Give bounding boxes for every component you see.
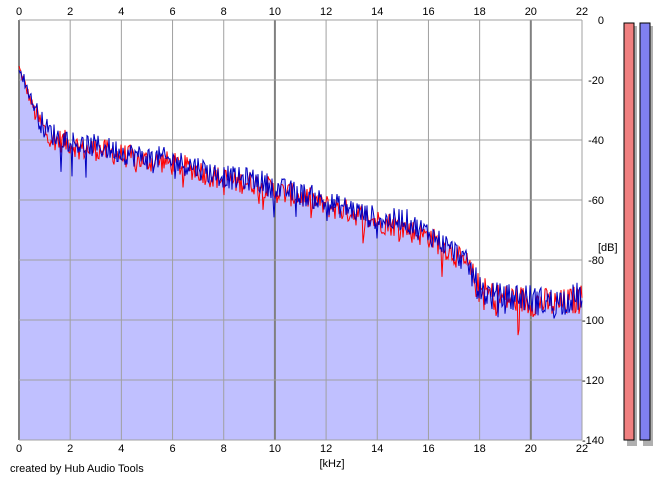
- x-tick-label-top: 2: [67, 6, 73, 18]
- y-tick-labels: 0 -20 -40 -60 -80 -100 -120 -140: [582, 15, 604, 447]
- level-meter-right: [639, 22, 651, 441]
- y-tick-label: -140: [582, 435, 604, 447]
- y-tick-label: -80: [588, 255, 604, 267]
- y-tick-label: -20: [588, 75, 604, 87]
- series-lines: [18, 65, 583, 336]
- x-tick-label-bottom: 20: [525, 443, 537, 455]
- x-tick-label-top: 6: [169, 6, 175, 18]
- y-tick-label: 0: [598, 15, 604, 27]
- x-tick-label-top: 10: [269, 6, 281, 18]
- x-tick-labels-bottom: 0 2 4 6 8 10 12 14 16 18 20 22: [16, 443, 588, 455]
- x-tick-label-bottom: 6: [169, 443, 175, 455]
- x-tick-label-top: 22: [576, 6, 588, 18]
- x-tick-label-bottom: 2: [67, 443, 73, 455]
- series-blue-line: [18, 70, 583, 319]
- x-tick-label-top: 4: [118, 6, 124, 18]
- x-tick-label-top: 16: [422, 6, 434, 18]
- x-tick-label-bottom: 14: [371, 443, 383, 455]
- credit-text: created by Hub Audio Tools: [10, 463, 144, 475]
- x-tick-label-bottom: 22: [576, 443, 588, 455]
- level-meters: [623, 22, 653, 446]
- x-tick-label-bottom: 4: [118, 443, 124, 455]
- grid-lines: [18, 19, 583, 441]
- x-tick-label-top: 14: [371, 6, 383, 18]
- x-tick-label-top: 20: [525, 6, 537, 18]
- x-tick-label-top: 18: [474, 6, 486, 18]
- x-tick-label-top: 8: [221, 6, 227, 18]
- x-tick-label-bottom: 16: [422, 443, 434, 455]
- x-tick-label-bottom: 12: [320, 443, 332, 455]
- x-tick-label-bottom: 18: [474, 443, 486, 455]
- x-tick-label-bottom: 8: [221, 443, 227, 455]
- x-axis-label: [kHz]: [319, 458, 344, 470]
- x-tick-labels-top: 0 2 4 6 8 10 12 14 16 18 20 22: [16, 6, 588, 18]
- y-tick-label: -40: [588, 135, 604, 147]
- level-meter-left: [623, 22, 635, 441]
- y-tick-label: -100: [582, 315, 604, 327]
- x-tick-label-top: 12: [320, 6, 332, 18]
- x-tick-label-bottom: 0: [16, 443, 22, 455]
- x-tick-label-top: 0: [16, 6, 22, 18]
- y-axis-label: [dB]: [598, 242, 618, 254]
- y-tick-label: -60: [588, 195, 604, 207]
- y-tick-label: -120: [582, 375, 604, 387]
- x-tick-label-bottom: 10: [269, 443, 281, 455]
